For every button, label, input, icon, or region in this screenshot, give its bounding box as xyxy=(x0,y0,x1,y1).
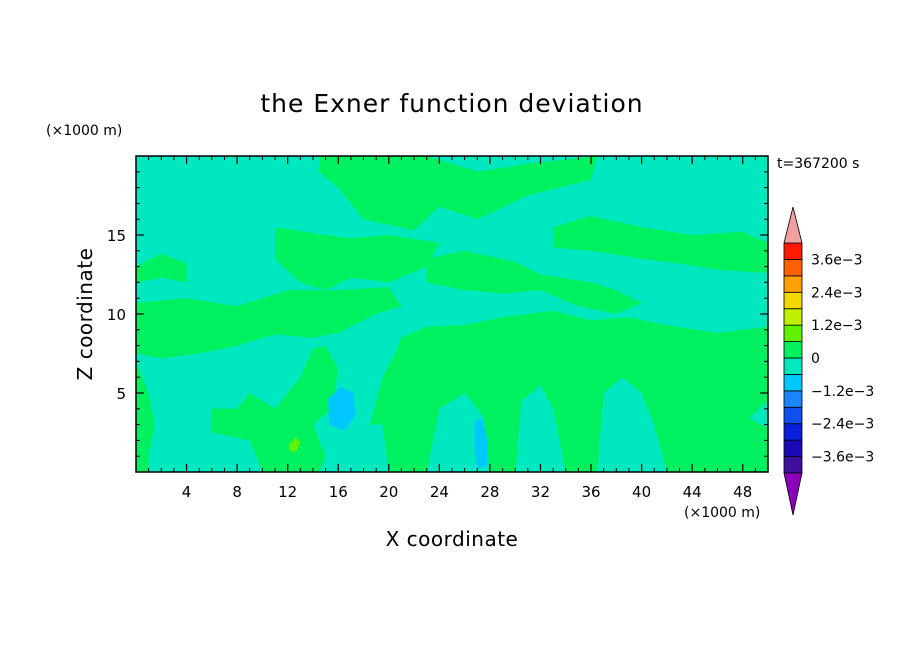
chart-title: the Exner function deviation xyxy=(260,89,643,118)
colorbar: 3.6e−3 2.4e−3 1.2e−3 0 −1.2e−3 −2.4e−3 −3.6e−3 xyxy=(783,206,874,516)
colorbar-label: −3.6e−3 xyxy=(811,450,874,466)
x-tick-label: 16 xyxy=(329,483,348,501)
contour-region xyxy=(369,310,768,472)
plot-area xyxy=(136,156,768,472)
colorbar-bin xyxy=(783,390,803,408)
y-axis-title: Z coordinate xyxy=(73,248,97,381)
colorbar-label: 0 xyxy=(811,351,820,367)
y-tick-label: 5 xyxy=(116,385,126,403)
time-label: t=367200 s xyxy=(777,156,859,172)
contour-region xyxy=(136,254,187,283)
colorbar-bin xyxy=(783,242,803,260)
x-tick-label: 24 xyxy=(430,483,449,501)
contour-region xyxy=(426,250,642,314)
colorbar-bin xyxy=(783,341,803,359)
contour-region xyxy=(136,361,155,472)
x-tick-label: 8 xyxy=(232,483,242,501)
x-tick-label: 48 xyxy=(733,483,752,501)
x-axis-title: X coordinate xyxy=(386,527,519,551)
colorbar-bin xyxy=(783,374,803,392)
colorbar-bin xyxy=(783,308,803,326)
x-axis-ticks: 4 8 12 16 20 24 28 32 36 40 44 48 xyxy=(148,156,756,501)
y-axis-ticks: 5 10 15 xyxy=(107,171,768,457)
contour-region xyxy=(553,216,768,273)
x-tick-label: 4 xyxy=(182,483,192,501)
y-unit-label: (×1000 m) xyxy=(46,123,122,139)
contour-region xyxy=(319,156,598,231)
colorbar-bin xyxy=(783,357,803,375)
y-tick-label: 15 xyxy=(107,227,126,245)
colorbar-label: −2.4e−3 xyxy=(811,417,874,433)
x-tick-label: 44 xyxy=(683,483,702,501)
y-tick-label: 10 xyxy=(107,306,126,324)
colorbar-bin xyxy=(783,456,803,474)
contour-minor-regions xyxy=(288,386,488,469)
colorbar-bin xyxy=(783,406,803,425)
colorbar-label: 1.2e−3 xyxy=(811,318,863,334)
contour-region xyxy=(730,418,768,472)
colorbar-upper-extension xyxy=(783,206,803,244)
colorbar-lower-extension xyxy=(783,472,803,516)
colorbar-bin xyxy=(783,259,803,277)
colorbar-bin xyxy=(783,439,803,457)
x-tick-label: 12 xyxy=(278,483,297,501)
contour-region xyxy=(211,345,339,472)
colorbar-label: 2.4e−3 xyxy=(811,285,863,301)
contour-regions xyxy=(136,156,768,472)
contour-minor-region xyxy=(474,418,488,469)
colorbar-label: 3.6e−3 xyxy=(811,252,863,268)
x-tick-label: 28 xyxy=(480,483,499,501)
colorbar-bin xyxy=(783,275,803,293)
contour-minor-region xyxy=(328,386,356,431)
x-tick-label: 20 xyxy=(379,483,398,501)
colorbar-bin xyxy=(783,324,803,342)
x-tick-label: 40 xyxy=(632,483,651,501)
x-tick-label: 36 xyxy=(581,483,600,501)
colorbar-bin xyxy=(783,291,803,310)
x-tick-label: 32 xyxy=(531,483,550,501)
colorbar-label: −1.2e−3 xyxy=(811,384,874,400)
contour-region xyxy=(136,287,402,359)
x-unit-label: (×1000 m) xyxy=(684,505,760,521)
contour-minor-region xyxy=(288,437,301,452)
colorbar-bin xyxy=(783,423,803,441)
contour-region xyxy=(275,227,440,291)
